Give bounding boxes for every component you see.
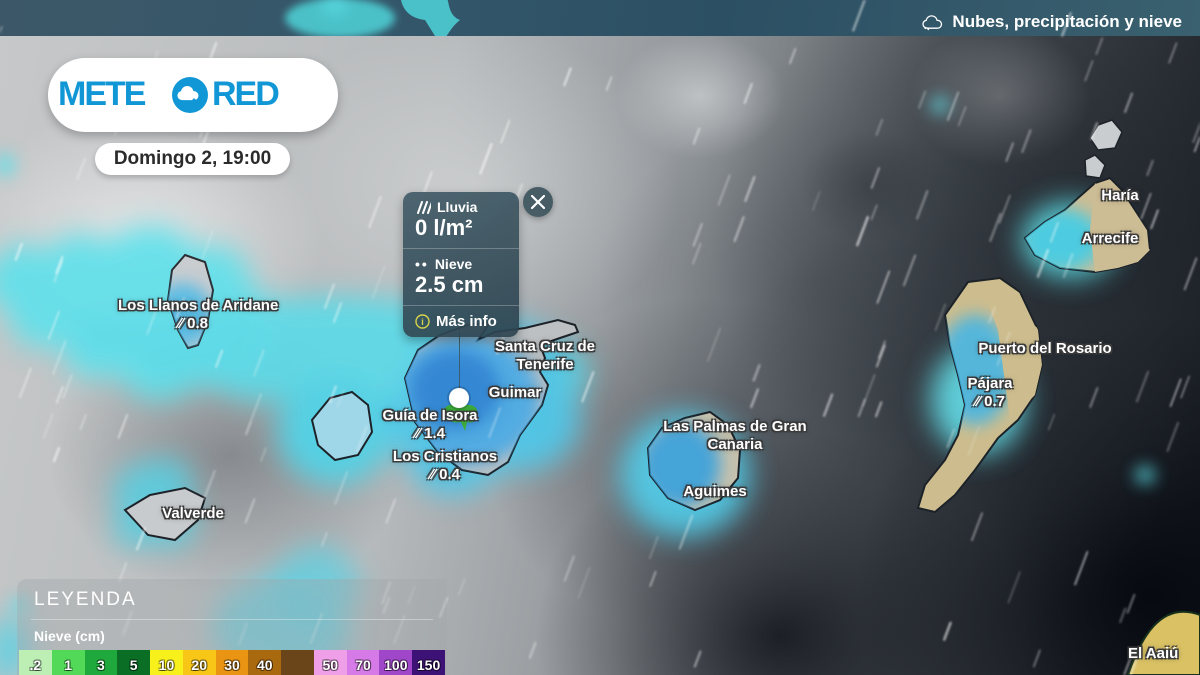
svg-text:RED: RED xyxy=(212,75,279,113)
svg-text:i: i xyxy=(421,317,424,327)
svg-text:METE: METE xyxy=(58,75,146,113)
